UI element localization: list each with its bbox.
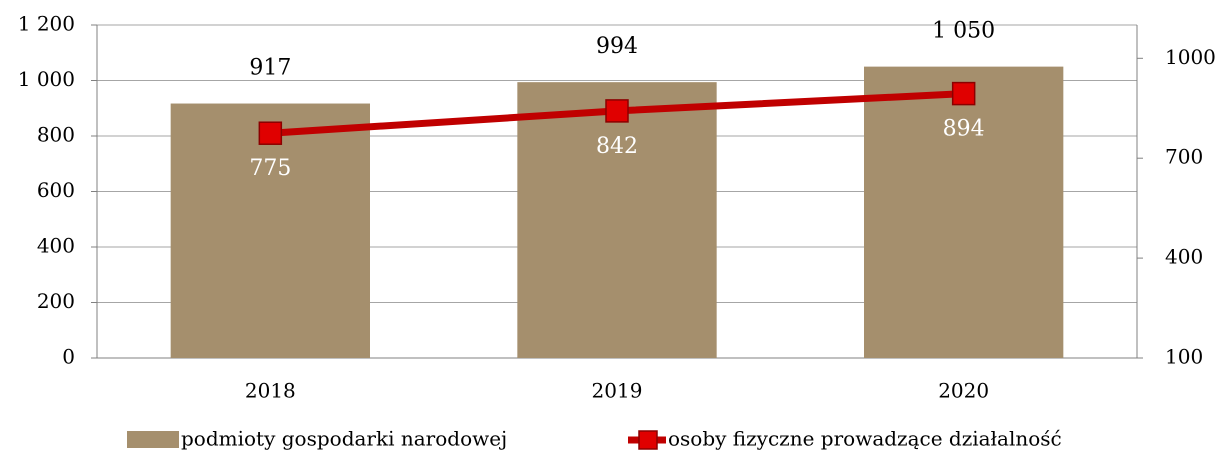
line-marker — [258, 121, 283, 145]
y-tick-label: 600 — [37, 178, 75, 202]
y2-tick-label: 100 — [1165, 345, 1203, 369]
line-marker — [605, 99, 629, 123]
y2-tick-label: 400 — [1165, 245, 1203, 269]
y-tick-label: 400 — [37, 234, 75, 258]
bar — [864, 66, 1064, 358]
y2-tick-label: 700 — [1165, 145, 1203, 169]
y2-tick-label: 1000 — [1165, 45, 1216, 69]
legend-swatch — [127, 431, 179, 448]
bar — [170, 103, 370, 358]
line-value-label: 894 — [943, 117, 985, 142]
y-tick-label: 200 — [37, 289, 75, 313]
line-marker — [951, 81, 976, 106]
legend-label: podmioty gospodarki narodowej — [181, 427, 507, 451]
y-tick-label: 0 — [62, 345, 75, 369]
x-tick-label: 2019 — [592, 379, 643, 403]
bar-value-label: 994 — [596, 34, 638, 59]
bar — [517, 82, 717, 358]
bar-value-label: 1 050 — [932, 19, 995, 44]
y-tick-label: 1 000 — [18, 67, 75, 91]
x-tick-label: 2018 — [245, 379, 296, 403]
line-value-label: 842 — [596, 134, 638, 159]
line-value-label: 775 — [249, 156, 291, 181]
y-tick-label: 1 200 — [18, 12, 75, 36]
legend-label: osoby fizyczne prowadzące działalność — [668, 427, 1062, 451]
y-tick-label: 800 — [37, 123, 75, 147]
x-tick-label: 2020 — [938, 379, 989, 403]
legend-marker — [638, 430, 658, 450]
bar-value-label: 917 — [249, 56, 291, 81]
